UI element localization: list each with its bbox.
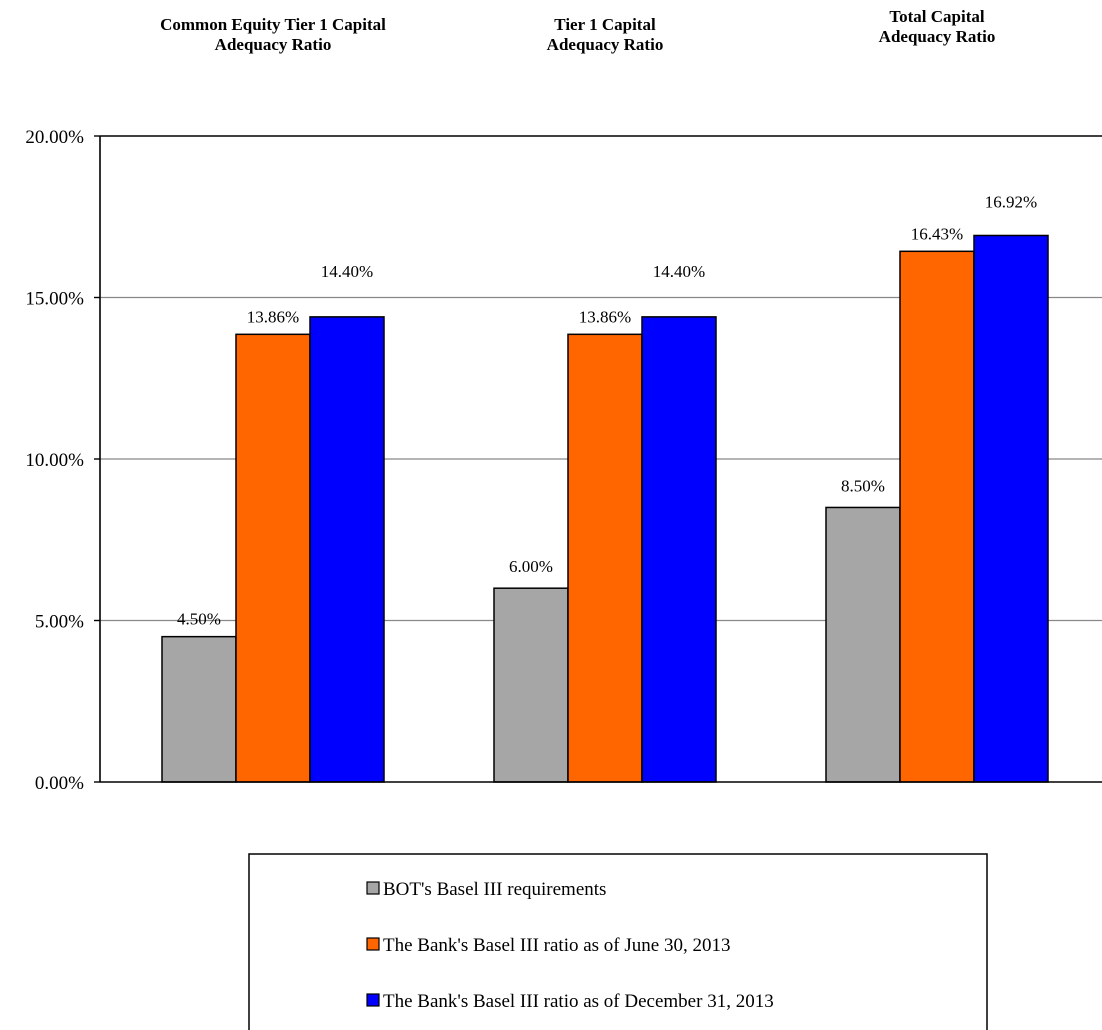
data-label: 13.86% xyxy=(579,307,631,326)
legend-entry: BOT's Basel III requirements xyxy=(383,879,606,900)
legend: BOT's Basel III requirements The Bank's B… xyxy=(248,853,988,1030)
y-tick-label: 20.00% xyxy=(25,127,84,148)
legend-swatch xyxy=(366,993,380,1007)
bar xyxy=(567,333,643,783)
y-axis-tick-labels: 0.00% 5.00% 10.00% 15.00% 20.00% xyxy=(25,127,84,794)
legend-swatch xyxy=(366,881,380,895)
bar xyxy=(235,333,311,783)
y-tick-label: 5.00% xyxy=(35,612,84,633)
bar xyxy=(161,635,237,783)
data-label: 13.86% xyxy=(247,307,299,326)
data-label: 8.50% xyxy=(841,476,885,495)
category-title: Adequacy Ratio xyxy=(215,35,332,54)
bar xyxy=(309,316,385,783)
legend-entry: The Bank's Basel III ratio as of June 30… xyxy=(383,935,730,956)
data-label: 14.40% xyxy=(321,262,373,281)
data-label: 16.43% xyxy=(911,224,963,243)
category-title: Adequacy Ratio xyxy=(547,35,664,54)
bar xyxy=(973,234,1049,783)
category-title: Common Equity Tier 1 Capital xyxy=(160,15,386,34)
data-label: 4.50% xyxy=(177,610,221,629)
bar xyxy=(641,316,717,783)
legend-swatch xyxy=(366,937,380,951)
bar xyxy=(493,587,569,783)
data-labels: 4.50% 13.86% 14.40% 6.00% 13.86% 14.40% 8.50% 1… xyxy=(177,192,1037,628)
legend-entry: The Bank's Basel III ratio as of Decembe… xyxy=(383,991,774,1012)
axes xyxy=(94,135,1102,783)
data-label: 16.92% xyxy=(985,192,1037,211)
category-title: Tier 1 Capital xyxy=(554,15,656,34)
bar xyxy=(825,506,901,783)
y-tick-label: 0.00% xyxy=(35,773,84,794)
y-tick-label: 15.00% xyxy=(25,289,84,310)
y-tick-label: 10.00% xyxy=(25,450,84,471)
bar xyxy=(899,250,975,783)
category-title: Adequacy Ratio xyxy=(879,27,996,46)
bars xyxy=(161,234,1049,783)
data-label: 14.40% xyxy=(653,262,705,281)
category-title: Total Capital xyxy=(889,7,985,26)
data-label: 6.00% xyxy=(509,557,553,576)
